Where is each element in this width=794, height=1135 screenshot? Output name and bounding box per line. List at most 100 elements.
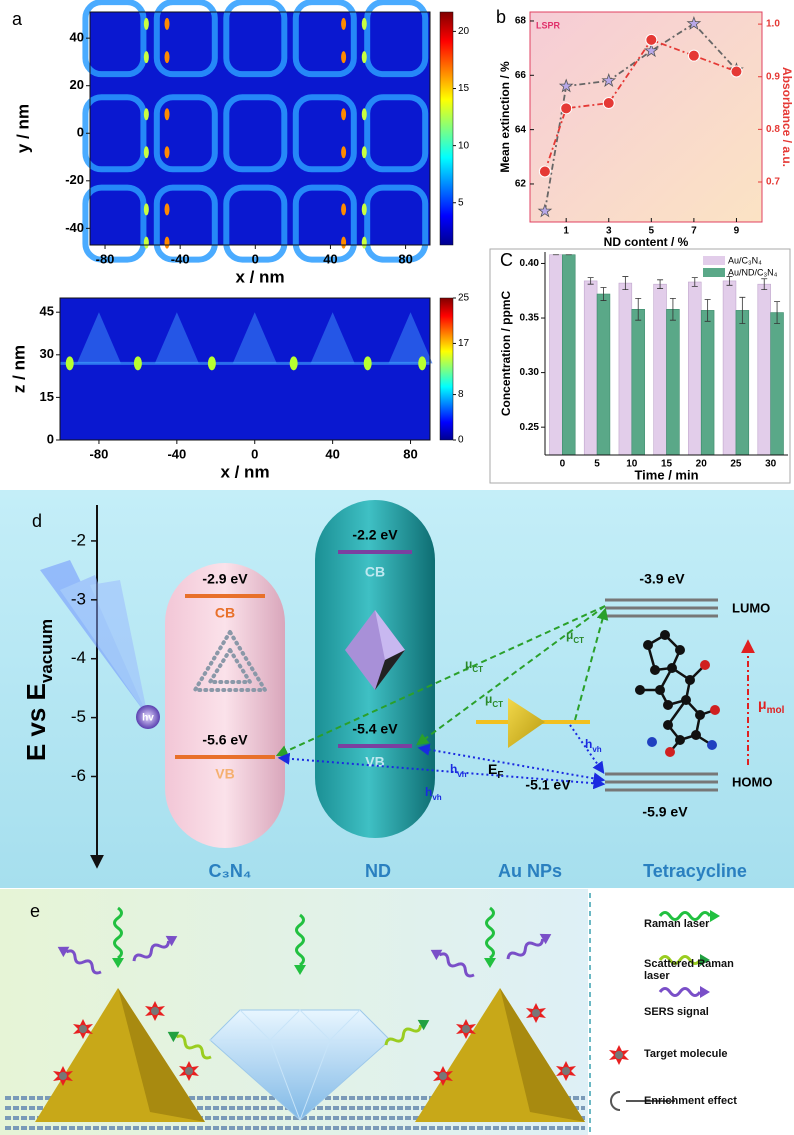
label-sub: CT (492, 700, 503, 709)
error-bar (600, 287, 607, 301)
y-tick-label: -20 (65, 172, 84, 187)
x-tick-label: 0 (560, 459, 566, 470)
field-ring (292, 0, 357, 78)
colorbar-tick-label: 25 (458, 293, 470, 304)
level-value: -2.9 eV (202, 571, 248, 587)
label-main: h (585, 737, 592, 751)
label-main: μ (758, 696, 767, 712)
field-ring (153, 184, 218, 263)
field-cone (232, 312, 277, 364)
label-sub: vacuum (37, 619, 56, 683)
bar (583, 280, 598, 456)
error-bar (774, 301, 781, 324)
x-tick-label: 5 (649, 226, 655, 237)
field-ring (364, 0, 429, 78)
hot-spot (133, 356, 142, 371)
y-tick-label: -5 (71, 707, 86, 726)
series-line (544, 38, 737, 172)
hot-spot (341, 17, 347, 30)
y-tick-label: 20 (70, 77, 84, 92)
y-tick-label: -6 (71, 766, 86, 785)
y-tick-label: 0 (77, 125, 84, 140)
field-ring (82, 0, 147, 78)
field-ring (364, 94, 429, 173)
diamond-structure (345, 610, 405, 690)
star-marker (601, 73, 617, 87)
ct-label: μCT (465, 657, 483, 673)
field-ring (223, 0, 288, 78)
x-tick-label: 0 (252, 251, 259, 266)
x-tick-label: -40 (167, 446, 186, 461)
x-axis-label: x / nm (220, 462, 269, 481)
component-label: Tetracycline (643, 861, 747, 881)
hvh-label: hvh (585, 737, 602, 753)
legend: Raman laser Scattered Raman laser SERS s… (644, 918, 737, 1107)
error-bar (669, 297, 676, 321)
level-label: HOMO (732, 774, 772, 789)
x-tick-label: 10 (626, 459, 638, 470)
diamond (209, 1009, 391, 1121)
bar (666, 308, 680, 456)
error-bar (691, 277, 698, 287)
circle-marker (538, 165, 551, 178)
hot-spot (143, 236, 149, 249)
level-label: CB (365, 564, 385, 580)
ct-label: μCT (485, 692, 503, 708)
legend-entry: Target molecule (644, 1048, 728, 1060)
label-sub: vh (457, 770, 466, 779)
x-tick-label: 20 (696, 459, 708, 470)
level-label: CB (215, 605, 235, 621)
au-particle (508, 698, 545, 748)
circle-marker (730, 65, 743, 78)
bar (653, 283, 667, 456)
component-labels: C₃N₄ ND Au NPs Tetracycline (209, 861, 747, 881)
y-tick-label: -40 (65, 220, 84, 235)
label-sub: CT (573, 636, 584, 645)
field-ring (223, 94, 288, 173)
star-marker (643, 43, 659, 58)
colorbar-tick-label: 17 (458, 338, 470, 349)
y2-tick-label: 0.9 (766, 71, 780, 82)
colorbar-tick-label: 10 (458, 140, 470, 151)
y-axis-label: Mean extinction / % (498, 61, 512, 173)
colorbar-tick-label: 8 (458, 389, 464, 400)
hot-spot (164, 51, 170, 64)
legend-label: Au/ND/C₃N₄ (728, 267, 778, 277)
hot-spot (164, 17, 170, 30)
hot-spot (143, 108, 149, 121)
panel-letter: e (30, 901, 40, 921)
hot-spot (361, 146, 367, 159)
x-axis-label: Time / min (634, 467, 698, 482)
x-tick-label: 25 (730, 459, 742, 470)
label-main: h (450, 762, 457, 776)
bar (596, 293, 611, 456)
x-tick-label: 40 (323, 251, 337, 266)
legend-label: Au/C₃N₄ (728, 255, 762, 265)
axis-label: E vs Evacuum (21, 619, 56, 761)
panel-letter: C (500, 250, 513, 270)
c3n4-structure (191, 628, 269, 692)
y-axis-label: z / nm (9, 345, 28, 393)
y2-tick-label: 0.7 (766, 177, 780, 188)
plot-background (529, 11, 763, 223)
y-tick-label: 0.40 (520, 258, 540, 269)
x-tick-label: 5 (594, 459, 600, 470)
au-pyramid-shade (500, 988, 585, 1122)
label-sub: vh (592, 745, 601, 754)
panel-letter: d (32, 511, 42, 531)
label-main: μ (566, 628, 573, 642)
x-tick-label: 15 (661, 459, 673, 470)
hot-spot (361, 51, 367, 64)
y-tick-label: 0.25 (520, 422, 540, 433)
hot-spot (289, 356, 298, 371)
error-bar (657, 279, 664, 289)
hot-spot (341, 51, 347, 64)
hot-spot (361, 108, 367, 121)
component-label: C₃N₄ (209, 861, 252, 881)
annotation: LSPR (536, 20, 561, 30)
colorbar-tick-label: 20 (458, 26, 470, 37)
x-tick-label: -80 (96, 251, 115, 266)
y-tick-label: 68 (515, 16, 527, 27)
y-tick-label: 66 (515, 70, 527, 81)
error-bar (739, 296, 746, 324)
